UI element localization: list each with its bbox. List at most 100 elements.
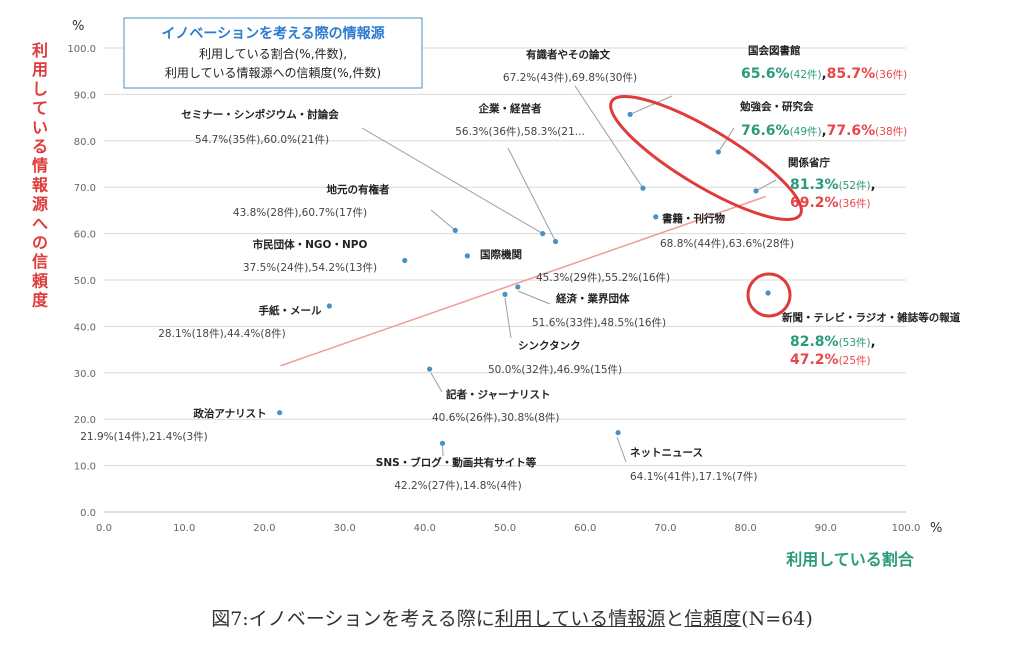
separator: , — [871, 178, 876, 193]
point-name: 新聞・テレビ・ラジオ・雑誌等の報道 — [782, 311, 961, 324]
scatter-chart: 0.0 10.0 20.0 30.0 40.0 50.0 60.0 70.0 80.0 90.0 1… — [32, 17, 961, 569]
caption-prefix: 図7:イノベーションを考える際に — [211, 608, 495, 630]
point-values: 56.3%(36件),58.3%(21... — [455, 126, 585, 138]
caption-underline-2: 信頼度 — [684, 608, 742, 630]
point-name: 地元の有権者 — [327, 183, 390, 196]
point-name: 書籍・刊行物 — [662, 212, 725, 225]
data-point — [615, 430, 621, 436]
point-label: 記者・ジャーナリスト 40.6%(26件),30.8%(8件) — [432, 388, 559, 424]
data-point — [277, 410, 283, 416]
data-point — [402, 257, 408, 264]
data-point — [515, 284, 521, 290]
point-label: 書籍・刊行物 68.8%(44件),63.6%(28件) — [660, 212, 794, 250]
x-tick-label: 80.0 — [734, 523, 756, 534]
point-label: 手紙・メール 28.1%(18件),44.4%(8件) — [158, 304, 322, 340]
point-name: シンクタンク — [518, 340, 581, 352]
count-y: (36件) — [875, 69, 907, 81]
count-x: (53件) — [839, 337, 871, 349]
x-tick-label: 40.0 — [414, 523, 436, 534]
point-name: 記者・ジャーナリスト — [446, 388, 550, 401]
data-point — [552, 238, 559, 245]
value-x: 81.3% — [790, 177, 839, 193]
point-label: SNS・ブログ・動画共有サイト等 42.2%(27件),14.8%(4件) — [376, 456, 537, 492]
leader-line — [430, 372, 443, 393]
point-name: 手紙・メール — [259, 304, 322, 317]
y-tick-label: 90.0 — [74, 90, 96, 101]
point-values: 40.6%(26件),30.8%(8件) — [432, 412, 559, 424]
legend-title: イノベーションを考える際の情報源 — [161, 25, 384, 42]
data-point — [540, 231, 546, 237]
data-point — [326, 303, 332, 309]
point-label: ネットニュース 64.1%(41件),17.1%(7件) — [630, 447, 757, 483]
y-tick-label: 70.0 — [74, 183, 96, 194]
highlight-ellipse-top — [609, 94, 803, 222]
x-unit: % — [930, 521, 942, 536]
data-point — [439, 440, 446, 446]
y-axis-ticks: 0.0 10.0 20.0 30.0 40.0 50.0 60.0 70.0 80.0 90.0 1… — [67, 44, 96, 519]
data-point — [427, 366, 433, 372]
point-name: 有識者やその論文 — [526, 48, 610, 61]
data-point — [640, 185, 646, 191]
point-labels: 国会図書館65.6%(42件),85.7%(36件)勉強会・研究会76.6%(4… — [80, 44, 961, 492]
point-name: 国際機関 — [480, 248, 522, 261]
y-tick-label: 100.0 — [67, 44, 96, 55]
point-label: 市民団体・NGO・NPO 37.5%(24件),54.2%(13件) — [243, 238, 377, 274]
y-tick-label: 0.0 — [80, 508, 96, 519]
x-tick-label: 60.0 — [574, 523, 596, 534]
point-label: 有識者やその論文 67.2%(43件),69.8%(30件) — [503, 48, 637, 84]
leader-line — [504, 297, 512, 339]
leader-line — [430, 209, 456, 231]
value-x: 76.6% — [741, 123, 790, 139]
x-tick-label: 30.0 — [333, 523, 355, 534]
caption-mid: と — [665, 608, 685, 630]
point-label: 国会図書館 65.6%(42件),85.7%(36件) — [741, 44, 907, 82]
y-tick-label: 80.0 — [74, 137, 96, 148]
point-values: 68.8%(44件),63.6%(28件) — [660, 238, 794, 250]
point-values-2: 47.2%(25件) — [790, 352, 871, 368]
point-values: 45.3%(29件),55.2%(16件) — [536, 272, 670, 284]
y-tick-label: 30.0 — [74, 369, 96, 380]
data-point — [452, 227, 458, 233]
point-name: 市民団体・NGO・NPO — [253, 238, 368, 251]
separator: , — [871, 335, 876, 350]
count-x: (49件) — [790, 126, 822, 138]
x-tick-label: 0.0 — [96, 523, 112, 534]
point-label: シンクタンク 50.0%(32件),46.9%(15件) — [488, 340, 622, 376]
leader-line — [717, 127, 735, 153]
legend-box: イノベーションを考える際の情報源 利用している割合(%,件数), 利用している情… — [123, 17, 423, 89]
leader-line — [755, 179, 777, 192]
point-values: 67.2%(43件),69.8%(30件) — [503, 72, 637, 84]
legend-line2: 利用している情報源への信頼度(%,件数) — [165, 65, 381, 80]
point-label: 地元の有権者 43.8%(28件),60.7%(17件) — [233, 183, 390, 219]
data-point — [502, 291, 508, 297]
point-values: 54.7%(35件),60.0%(21件) — [195, 134, 329, 146]
count-x: (42件) — [790, 69, 822, 81]
leader-line — [574, 85, 644, 189]
point-name: 関係省庁 — [788, 156, 830, 169]
value-x: 82.8% — [790, 334, 839, 350]
point-label: 勉強会・研究会 76.6%(49件),77.6%(38件) — [739, 100, 907, 139]
point-name: SNS・ブログ・動画共有サイト等 — [376, 456, 537, 469]
point-values: 51.6%(33件),48.5%(16件) — [532, 317, 666, 329]
separator: , — [822, 67, 827, 82]
legend-line1: 利用している割合(%,件数), — [199, 46, 347, 61]
point-label: 国際機関 45.3%(29件),55.2%(16件) — [480, 248, 670, 284]
x-tick-label: 70.0 — [654, 523, 676, 534]
point-name: 企業・経営者 — [478, 102, 542, 115]
separator: , — [822, 124, 827, 139]
count-y: (36件) — [839, 198, 871, 210]
x-axis-ticks: 0.0 10.0 20.0 30.0 40.0 50.0 60.0 70.0 80.0 90.0 1… — [96, 523, 920, 534]
x-tick-label: 20.0 — [253, 523, 275, 534]
point-values: 82.8%(53件), — [790, 334, 876, 350]
leader-line — [507, 147, 556, 242]
data-points — [277, 111, 771, 446]
point-values: 42.2%(27件),14.8%(4件) — [394, 480, 521, 492]
count-x: (52件) — [839, 180, 871, 192]
leader-line — [361, 127, 543, 235]
point-name: 勉強会・研究会 — [739, 100, 814, 113]
point-name: 国会図書館 — [748, 44, 801, 57]
highlight-circles — [609, 94, 803, 318]
value-y: 77.6% — [827, 123, 876, 139]
point-values: 76.6%(49件),77.6%(38件) — [741, 123, 907, 139]
